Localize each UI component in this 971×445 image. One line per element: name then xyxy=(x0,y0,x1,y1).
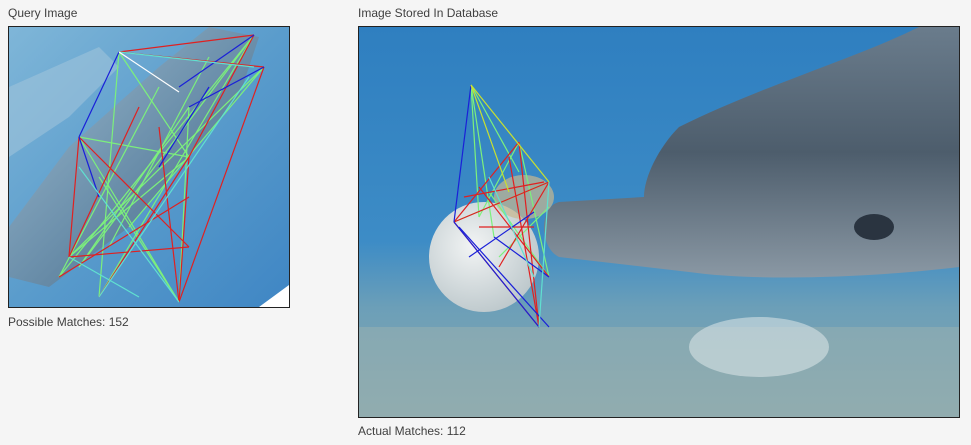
database-image-canvas xyxy=(359,27,959,417)
possible-matches-count: Possible Matches: 152 xyxy=(8,315,129,329)
actual-matches-count: Actual Matches: 112 xyxy=(358,424,466,438)
query-image-canvas xyxy=(9,27,289,307)
query-image xyxy=(8,26,290,308)
database-image-title: Image Stored In Database xyxy=(358,6,499,20)
database-image xyxy=(358,26,960,418)
query-image-title: Query Image xyxy=(8,6,78,20)
